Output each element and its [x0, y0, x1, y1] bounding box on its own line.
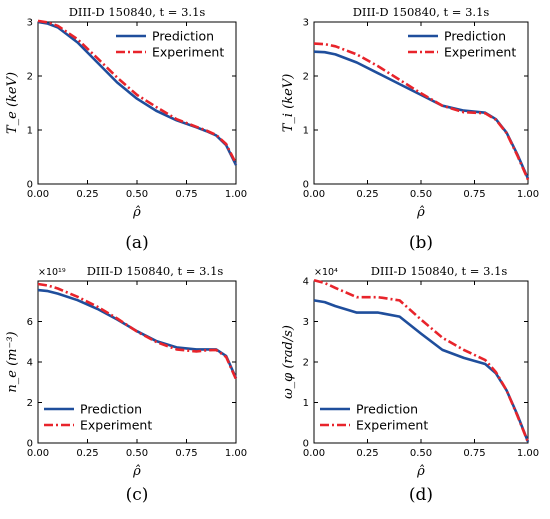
panel-label: (b) — [409, 233, 433, 253]
y-axis-label: n_e (m⁻³) — [5, 331, 20, 392]
x-tick-label: 0.25 — [356, 189, 378, 200]
x-tick-label: 1.00 — [517, 189, 539, 200]
y-tick-label: 1 — [27, 126, 33, 137]
x-tick-label: 0.25 — [356, 448, 378, 459]
x-tick-label: 0.75 — [463, 448, 485, 459]
legend-label-prediction: Prediction — [152, 29, 214, 44]
y-axis-label: T_e (keV) — [5, 72, 20, 134]
legend-label-experiment: Experiment — [80, 418, 152, 433]
y-tick-label: 2 — [303, 358, 309, 369]
x-tick-label: 0.50 — [410, 189, 432, 200]
chart-title: DIII-D 150840, t = 3.1s — [371, 264, 508, 278]
y-tick-label: 6 — [27, 317, 33, 328]
x-tick-label: 0.00 — [27, 448, 49, 459]
y-tick-label: 2 — [27, 72, 33, 83]
x-tick-label: 0.25 — [76, 448, 98, 459]
y-tick-label: 0 — [303, 439, 309, 450]
x-axis-label: ρ̂ — [416, 464, 425, 479]
y-tick-label: 0 — [303, 180, 309, 191]
panel-label: (c) — [126, 485, 149, 505]
x-tick-label: 0.50 — [410, 448, 432, 459]
series-line-prediction — [313, 50, 530, 180]
y-tick-label: 0 — [27, 180, 33, 191]
x-tick-label: 0.50 — [126, 448, 148, 459]
panel-label: (a) — [125, 233, 148, 253]
series-line-experiment — [37, 19, 238, 165]
chart-panel-2: 0.00 0.25 0.50 0.75 1.00 0 1 2 3 DIII-D 150840, t… — [281, 5, 539, 253]
y-tick-label: 2 — [27, 398, 33, 409]
legend-label-prediction: Prediction — [444, 29, 506, 44]
x-tick-label: 0.00 — [303, 448, 325, 459]
x-tick-label: 0.75 — [463, 189, 485, 200]
y-tick-label: 4 — [27, 358, 33, 369]
y-tick-label: 0 — [27, 439, 33, 450]
series-line-prediction — [37, 288, 238, 379]
series-line-experiment — [37, 282, 238, 380]
x-tick-label: 0.75 — [175, 189, 197, 200]
y-tick-label: 4 — [303, 277, 309, 288]
chart-panel-4: 0.00 0.25 0.50 0.75 1.00 0 1 2 3 4 DIII-D 150840, … — [281, 264, 539, 505]
x-tick-label: 1.00 — [225, 189, 247, 200]
series-line-experiment — [313, 278, 530, 443]
legend-label-experiment: Experiment — [356, 418, 428, 433]
x-tick-label: 0.75 — [175, 448, 197, 459]
y-tick-label: 3 — [303, 18, 309, 29]
x-axis-label: ρ̂ — [132, 464, 141, 479]
y-axis-label: ω_φ (rad/s) — [281, 325, 296, 399]
x-tick-label: 0.00 — [303, 189, 325, 200]
series-line-experiment — [313, 42, 530, 181]
y-axis-multiplier: ×10⁴ — [314, 267, 338, 278]
x-tick-label: 0.50 — [126, 189, 148, 200]
legend-label-experiment: Experiment — [444, 45, 516, 60]
panel-label: (d) — [409, 485, 433, 505]
x-tick-label: 1.00 — [225, 448, 247, 459]
x-axis-label: ρ̂ — [132, 205, 141, 220]
chart-panel-1: 0.00 0.25 0.50 0.75 1.00 0 1 2 3 DIII-D 150840, t… — [5, 5, 247, 253]
legend-label-prediction: Prediction — [356, 402, 418, 417]
y-axis-label: T_i (keV) — [281, 74, 296, 133]
chart-title: DIII-D 150840, t = 3.1s — [87, 264, 224, 278]
chart-title: DIII-D 150840, t = 3.1s — [353, 5, 490, 19]
x-axis-label: ρ̂ — [416, 205, 425, 220]
series-line-prediction — [37, 20, 238, 166]
y-tick-label: 3 — [27, 18, 33, 29]
y-tick-label: 3 — [303, 317, 309, 328]
x-tick-label: 0.25 — [76, 189, 98, 200]
x-tick-label: 1.00 — [517, 448, 539, 459]
y-tick-label: 2 — [303, 72, 309, 83]
y-tick-label: 1 — [303, 398, 309, 409]
legend-label-prediction: Prediction — [80, 402, 142, 417]
x-tick-label: 0.00 — [27, 189, 49, 200]
chart-panel-3: 0.00 0.25 0.50 0.75 1.00 0 2 4 6 DIII-D 150840, t… — [5, 264, 247, 505]
y-tick-label: 1 — [303, 126, 309, 137]
chart-title: DIII-D 150840, t = 3.1s — [69, 5, 206, 19]
y-axis-multiplier: ×10¹⁹ — [38, 267, 66, 278]
legend-label-experiment: Experiment — [152, 45, 224, 60]
